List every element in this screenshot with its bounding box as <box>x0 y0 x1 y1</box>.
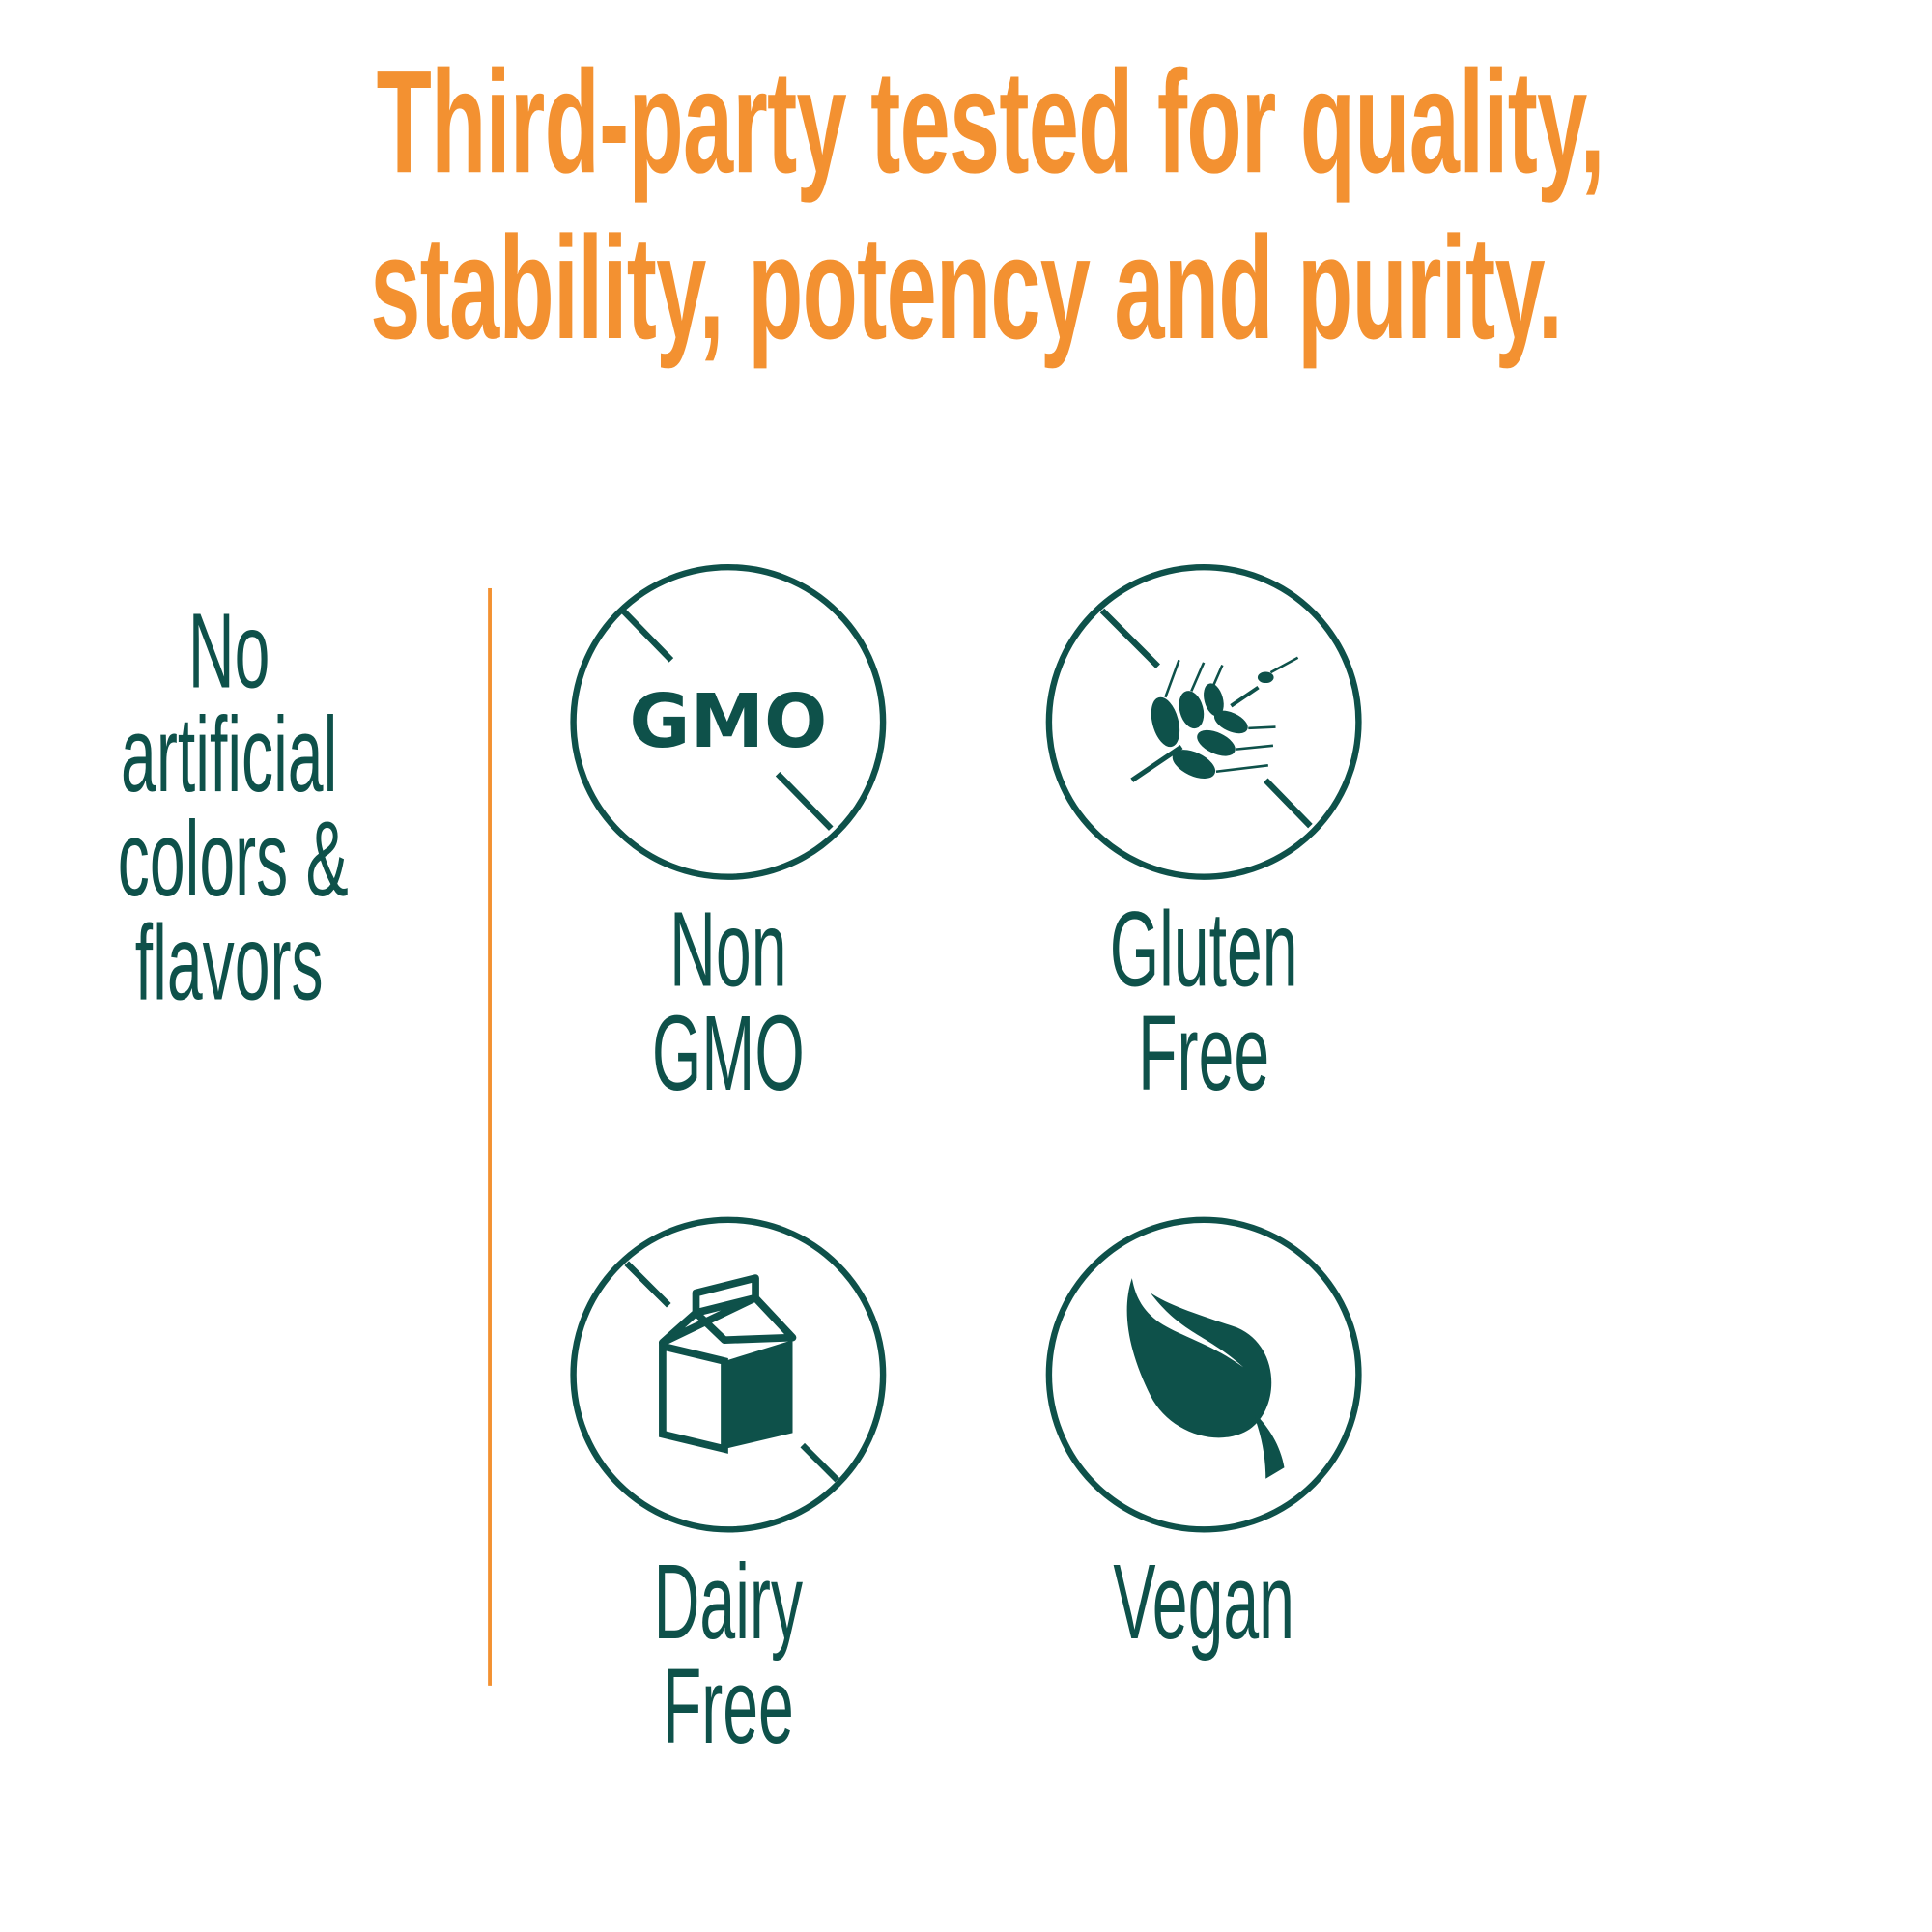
badge-label-non-gmo: Non GMO <box>651 890 805 1114</box>
no-gmo-icon: GMO <box>570 563 887 880</box>
badge-label-vegan: Vegan <box>1113 1543 1294 1662</box>
vegan-leaf-icon <box>1045 1216 1362 1533</box>
no-dairy-milk-carton-icon <box>570 1216 887 1533</box>
headline-line-1: Third-party tested for quality, <box>376 41 1605 205</box>
badge-label-gluten-free: Gluten Free <box>1109 890 1298 1114</box>
no-artificial-claim: No artificial colors & flavors <box>117 591 349 1023</box>
svg-text:GMO: GMO <box>629 679 827 765</box>
badge-label-dairy-free: Dairy Free <box>653 1543 804 1767</box>
no-gluten-wheat-icon <box>1045 563 1362 880</box>
divider <box>488 587 492 1686</box>
headline-line-2: stability, potency and purity. <box>370 207 1563 371</box>
